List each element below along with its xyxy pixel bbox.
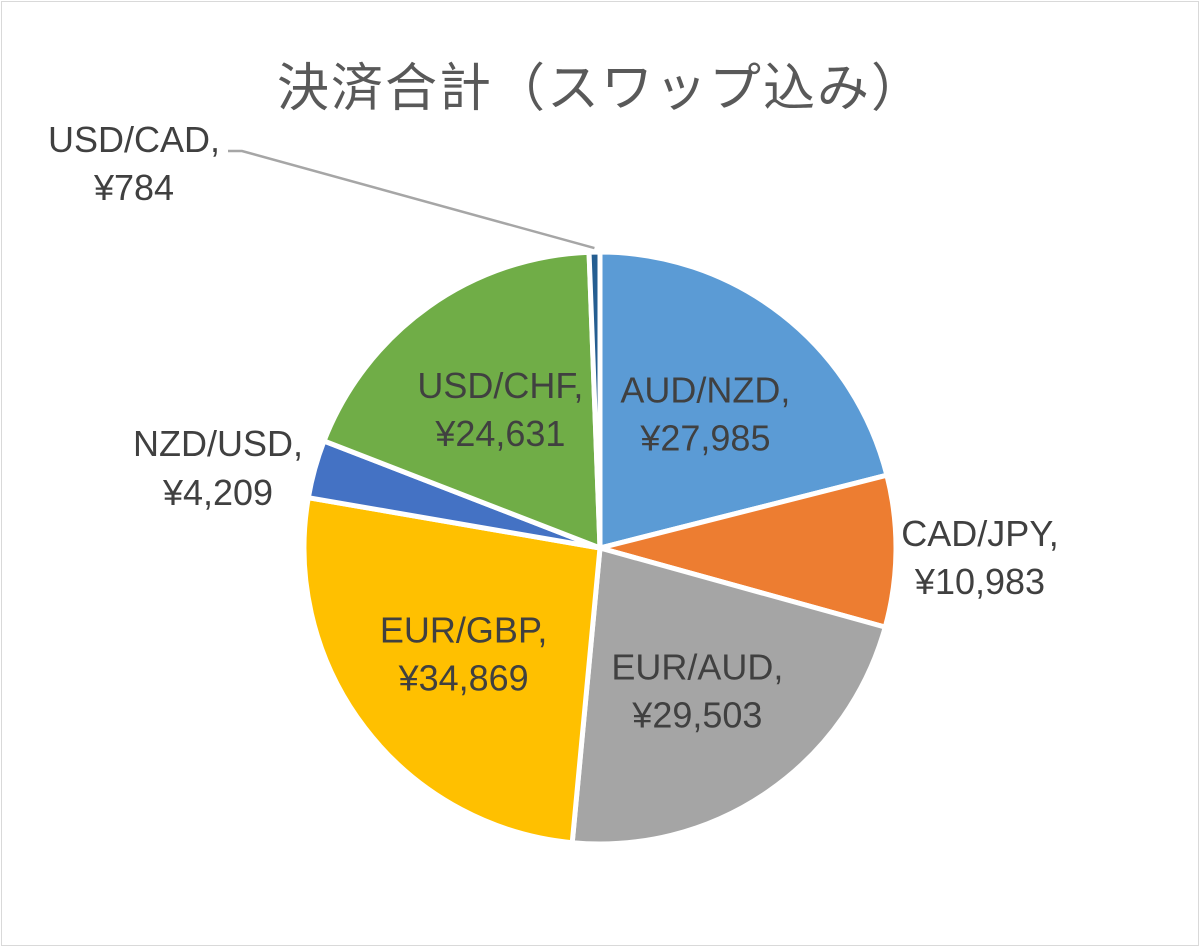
- data-label-value-eur-gbp: ¥34,869: [398, 657, 529, 698]
- data-label-name-usd-cad: USD/CAD,: [48, 119, 220, 160]
- data-label-value-usd-cad: ¥784: [93, 167, 174, 208]
- leader-line-usd-cad: [228, 149, 595, 250]
- data-label-value-cad-jpy: ¥10,983: [914, 561, 1045, 602]
- data-label-name-cad-jpy: CAD/JPY,: [901, 513, 1058, 554]
- data-label-name-aud-nzd: AUD/NZD,: [620, 370, 790, 411]
- data-label-value-aud-nzd: ¥27,985: [639, 418, 770, 459]
- data-label-value-eur-aud: ¥29,503: [631, 694, 762, 735]
- data-label-name-usd-chf: USD/CHF,: [417, 365, 583, 406]
- pie-slice-usd-cad: [586, 249, 603, 551]
- data-label-name-eur-gbp: EUR/GBP,: [380, 609, 547, 650]
- pie-slice-aud-nzd: [597, 249, 890, 551]
- chart-title: 決済合計（スワップ込み）: [276, 59, 925, 119]
- data-label-value-usd-chf: ¥24,631: [434, 413, 565, 454]
- data-label-value-nzd-usd: ¥4,209: [162, 472, 273, 513]
- pie-slice-cad-jpy: [597, 472, 899, 630]
- pie-slice-eur-aud: [569, 545, 888, 847]
- data-label-name-eur-aud: EUR/AUD,: [611, 646, 783, 687]
- data-label-name-nzd-usd: NZD/USD,: [133, 423, 303, 464]
- pie-slice-eur-gbp: [301, 495, 603, 846]
- pie-slice-usd-chf: [321, 249, 603, 551]
